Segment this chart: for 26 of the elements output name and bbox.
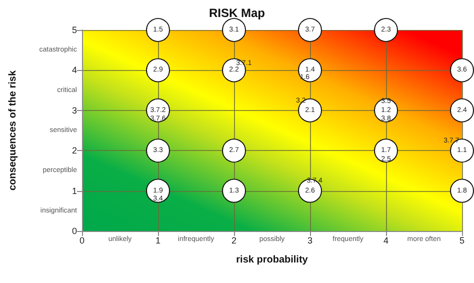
y-tick-label: 3 [72,105,77,116]
point [450,58,474,82]
x-tick-label: 4 [383,236,389,246]
point [222,138,246,163]
point [450,178,474,203]
y-axis-title: consequences of the risk [8,70,18,191]
point [146,18,170,42]
x-tick-label: 2 [231,236,237,246]
y-tick-label: 0 [72,226,77,236]
x-axis-title: risk probability [236,254,308,266]
y-tick-label: 2 [72,146,77,156]
x-tick-label: 0 [79,236,85,246]
point [146,58,170,82]
point [222,18,246,42]
point [146,138,170,163]
x-tick-label: 1 [155,236,161,246]
point [374,18,398,42]
x-tick-label: 5 [459,236,465,246]
chart-title: RISK Map [208,6,266,20]
y-tick-label: 5 [72,25,77,35]
x-tick-label: 3 [307,236,313,246]
point [222,178,246,203]
y-tick-label: 4 [72,65,77,76]
point [298,18,322,42]
point [450,98,474,122]
y-tick-label: 1 [72,186,77,196]
